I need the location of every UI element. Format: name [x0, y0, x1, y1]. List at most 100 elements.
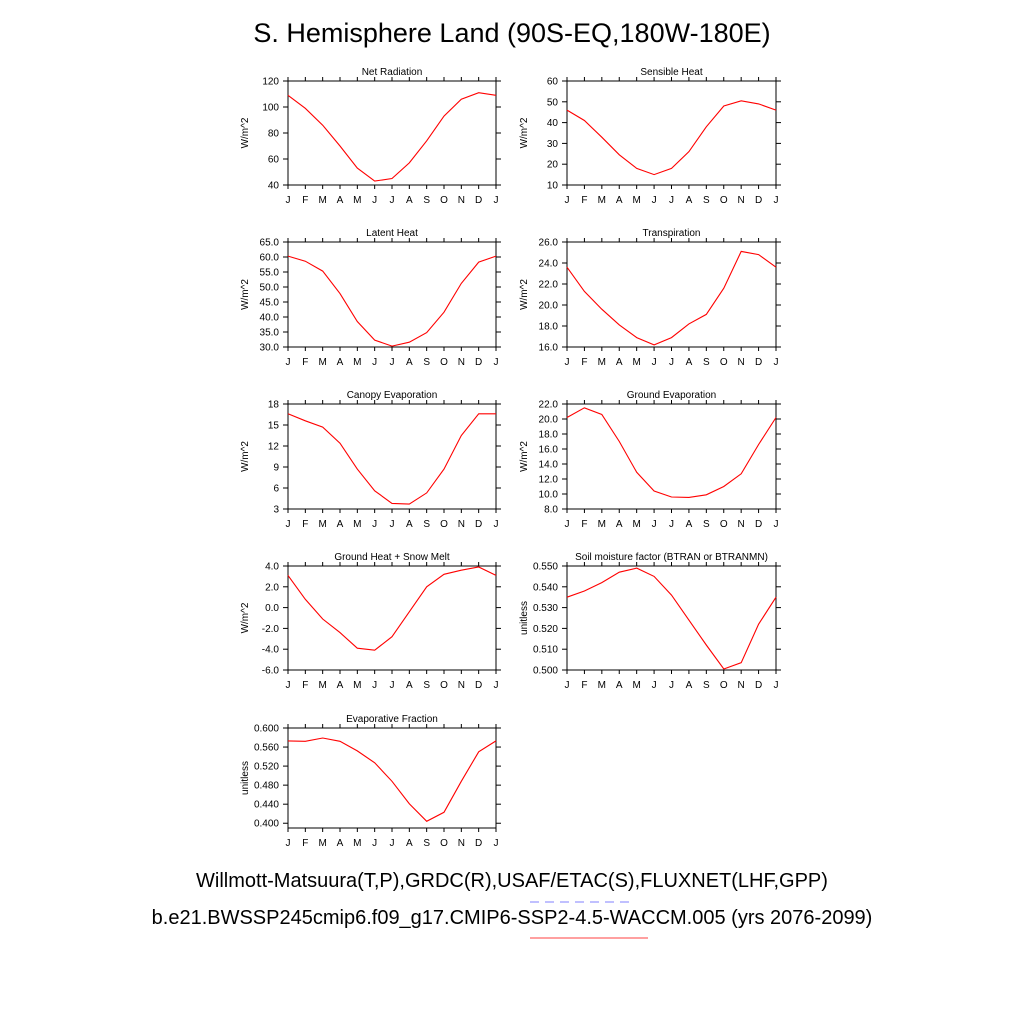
data-point — [460, 434, 462, 436]
data-point — [443, 811, 445, 813]
data-point — [635, 167, 637, 169]
x-tick-label: F — [581, 680, 587, 691]
panel-frame — [566, 241, 777, 348]
x-tick-label: J — [494, 195, 499, 206]
x-tick-label: J — [494, 838, 499, 849]
x-tick-label: N — [738, 519, 745, 530]
data-point — [775, 109, 777, 111]
y-tick-label: 26.0 — [539, 238, 559, 249]
x-tick-label: N — [458, 195, 465, 206]
x-tick-label: J — [652, 195, 657, 206]
x-tick-label: J — [286, 680, 291, 691]
data-point — [408, 341, 410, 343]
x-tick-label: D — [475, 357, 482, 368]
x-tick-label: A — [616, 680, 623, 691]
x-tick-label: J — [565, 519, 570, 530]
x-tick-label: A — [686, 357, 693, 368]
x-tick-label: M — [318, 838, 326, 849]
data-point — [566, 109, 568, 111]
x-tick-label: N — [458, 519, 465, 530]
x-tick-label: J — [669, 195, 674, 206]
data-point — [566, 596, 568, 598]
data-point — [356, 167, 358, 169]
x-tick-label: F — [302, 680, 308, 691]
x-tick-label: A — [686, 680, 693, 691]
x-tick-label: J — [774, 357, 779, 368]
data-point — [740, 662, 742, 664]
panel-frame — [566, 403, 777, 510]
x-tick-label: O — [440, 195, 448, 206]
data-point — [618, 440, 620, 442]
y-tick-label: 60 — [547, 77, 559, 88]
data-point — [635, 336, 637, 338]
panel-title: Canopy Evaporation — [347, 390, 438, 401]
x-tick-label: O — [440, 519, 448, 530]
x-tick-label: J — [286, 357, 291, 368]
data-point — [653, 173, 655, 175]
data-point — [304, 260, 306, 262]
panel-frame — [287, 403, 497, 510]
data-point — [723, 668, 725, 670]
x-tick-label: J — [390, 838, 395, 849]
x-tick-label: M — [318, 195, 326, 206]
y-tick-label: 0.550 — [533, 562, 558, 573]
x-tick-label: M — [318, 680, 326, 691]
series-line — [287, 92, 497, 182]
data-point — [356, 647, 358, 649]
data-point — [304, 598, 306, 600]
x-tick-label: F — [302, 838, 308, 849]
x-tick-label: J — [565, 195, 570, 206]
x-tick-label: J — [669, 680, 674, 691]
x-tick-label: F — [581, 357, 587, 368]
x-tick-label: S — [423, 519, 430, 530]
y-axis-label: W/m^2 — [240, 117, 251, 148]
data-point — [287, 94, 289, 96]
y-tick-label: 4.0 — [265, 562, 279, 573]
data-point — [443, 468, 445, 470]
data-point — [425, 820, 427, 822]
panel-title: Evaporative Fraction — [346, 714, 438, 725]
x-tick-label: J — [669, 357, 674, 368]
y-tick-label: 60.0 — [260, 253, 280, 264]
data-point — [495, 255, 497, 257]
x-tick-label: F — [581, 195, 587, 206]
y-tick-label: 0.600 — [254, 724, 279, 735]
x-tick-label: A — [337, 680, 344, 691]
x-tick-label: J — [774, 680, 779, 691]
x-tick-label: D — [475, 838, 482, 849]
y-tick-label: 30 — [547, 139, 559, 150]
y-tick-label: 16.0 — [539, 445, 559, 456]
y-axis-label: W/m^2 — [240, 441, 251, 472]
x-tick-label: J — [494, 357, 499, 368]
data-point — [477, 413, 479, 415]
x-tick-label: D — [475, 195, 482, 206]
data-point — [705, 313, 707, 315]
x-tick-label: D — [475, 519, 482, 530]
data-point — [287, 413, 289, 415]
y-tick-label: 18 — [268, 400, 280, 411]
data-point — [477, 92, 479, 94]
x-tick-label: O — [720, 357, 728, 368]
y-tick-label: 40.0 — [260, 313, 280, 324]
x-tick-label: A — [406, 195, 413, 206]
y-tick-label: 65.0 — [260, 238, 280, 249]
y-tick-label: 50.0 — [260, 283, 280, 294]
series-line — [287, 255, 497, 347]
x-tick-label: M — [598, 680, 606, 691]
x-tick-label: O — [440, 838, 448, 849]
data-point — [740, 473, 742, 475]
y-tick-label: 3 — [273, 505, 279, 516]
x-tick-label: S — [423, 357, 430, 368]
data-point — [408, 503, 410, 505]
x-tick-label: A — [616, 195, 623, 206]
data-point — [601, 581, 603, 583]
x-tick-label: J — [494, 519, 499, 530]
data-point — [373, 649, 375, 651]
x-tick-label: N — [738, 195, 745, 206]
y-axis-label: W/m^2 — [240, 279, 251, 310]
data-point — [583, 407, 585, 409]
data-point — [425, 140, 427, 142]
data-point — [670, 167, 672, 169]
panel-frame — [287, 565, 497, 671]
data-point — [618, 571, 620, 573]
